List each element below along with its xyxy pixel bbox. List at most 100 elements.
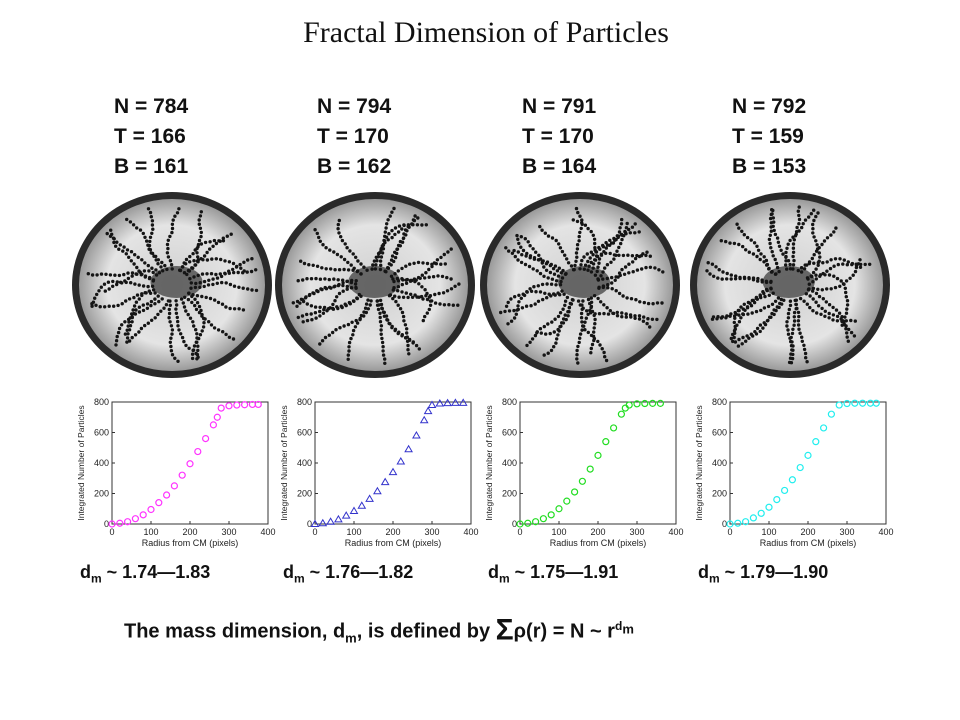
particle	[785, 324, 789, 328]
particle	[794, 230, 799, 234]
particle	[336, 227, 340, 231]
particle	[453, 284, 457, 288]
tip-count: T = 166	[114, 125, 186, 148]
particle	[401, 236, 406, 241]
particle	[416, 216, 420, 220]
particle	[383, 361, 387, 365]
particle	[646, 301, 651, 306]
particle	[305, 302, 309, 306]
particle	[575, 348, 579, 353]
y-tick-label: 200	[94, 489, 109, 499]
particle	[434, 262, 438, 266]
particle	[409, 292, 413, 296]
particle	[536, 258, 541, 262]
data-point	[451, 398, 460, 406]
particle	[191, 252, 195, 256]
particle	[655, 317, 659, 322]
particle	[165, 251, 170, 255]
particle	[335, 252, 340, 257]
particle	[546, 234, 551, 238]
particle	[199, 242, 204, 246]
particle	[542, 274, 546, 278]
particle	[838, 284, 842, 288]
particle	[720, 277, 724, 281]
data-point	[851, 399, 859, 407]
particle	[200, 272, 205, 276]
particle	[802, 343, 806, 347]
particle	[788, 299, 793, 303]
particle	[168, 303, 172, 307]
y-tick-label: 0	[307, 519, 312, 529]
particle	[530, 337, 535, 341]
particle	[554, 238, 558, 243]
particle	[196, 242, 201, 247]
particle	[194, 328, 198, 332]
data-point	[435, 399, 445, 407]
particle	[615, 310, 619, 315]
particle	[362, 265, 366, 269]
particle	[137, 305, 142, 309]
particle	[378, 311, 382, 315]
particle	[579, 311, 584, 316]
y-tick-label: 0	[722, 519, 727, 529]
particle	[801, 222, 805, 226]
data-point	[213, 413, 221, 421]
particle	[507, 309, 512, 313]
particle	[519, 296, 523, 300]
particle	[546, 322, 550, 326]
particle	[733, 316, 737, 320]
particle	[321, 311, 326, 315]
particle	[533, 333, 538, 338]
particle	[648, 325, 652, 329]
x-axis-label: Radius from CM (pixels)	[345, 538, 442, 548]
particle	[796, 310, 801, 315]
particle	[146, 207, 151, 211]
particle	[601, 245, 606, 249]
data-point	[765, 503, 773, 511]
particle	[758, 329, 762, 334]
particle	[174, 311, 179, 315]
particle	[733, 277, 738, 281]
particle	[430, 262, 434, 266]
particle	[116, 303, 120, 308]
particle	[625, 296, 629, 300]
particle	[837, 311, 842, 315]
particle	[560, 321, 564, 325]
branch-count: B = 153	[732, 155, 807, 178]
particle	[187, 346, 191, 350]
particle	[725, 314, 729, 318]
particle	[773, 232, 778, 237]
particle	[785, 246, 789, 250]
particle	[768, 315, 772, 319]
particle	[538, 290, 543, 294]
particle	[774, 272, 778, 276]
particle	[160, 297, 164, 301]
particle	[863, 262, 867, 267]
particle	[397, 224, 402, 228]
particle	[539, 331, 543, 335]
particle	[313, 311, 318, 315]
particle	[339, 235, 343, 239]
particle	[368, 303, 372, 307]
particle	[404, 291, 408, 295]
particle	[811, 231, 815, 235]
particle	[371, 263, 375, 267]
particle	[447, 303, 451, 307]
particle	[588, 301, 592, 306]
particle	[133, 253, 137, 257]
particle	[359, 313, 364, 318]
particle	[845, 331, 849, 335]
particle	[202, 279, 207, 284]
particle	[202, 254, 207, 258]
particle	[814, 239, 818, 243]
particle	[598, 343, 602, 347]
particle	[737, 226, 741, 230]
particle	[346, 353, 350, 357]
particle	[608, 251, 612, 256]
particle	[223, 259, 227, 263]
y-tick-label: 400	[502, 458, 517, 468]
particle	[516, 250, 520, 254]
particle	[202, 284, 206, 289]
particle	[788, 238, 792, 243]
particle	[324, 246, 328, 250]
